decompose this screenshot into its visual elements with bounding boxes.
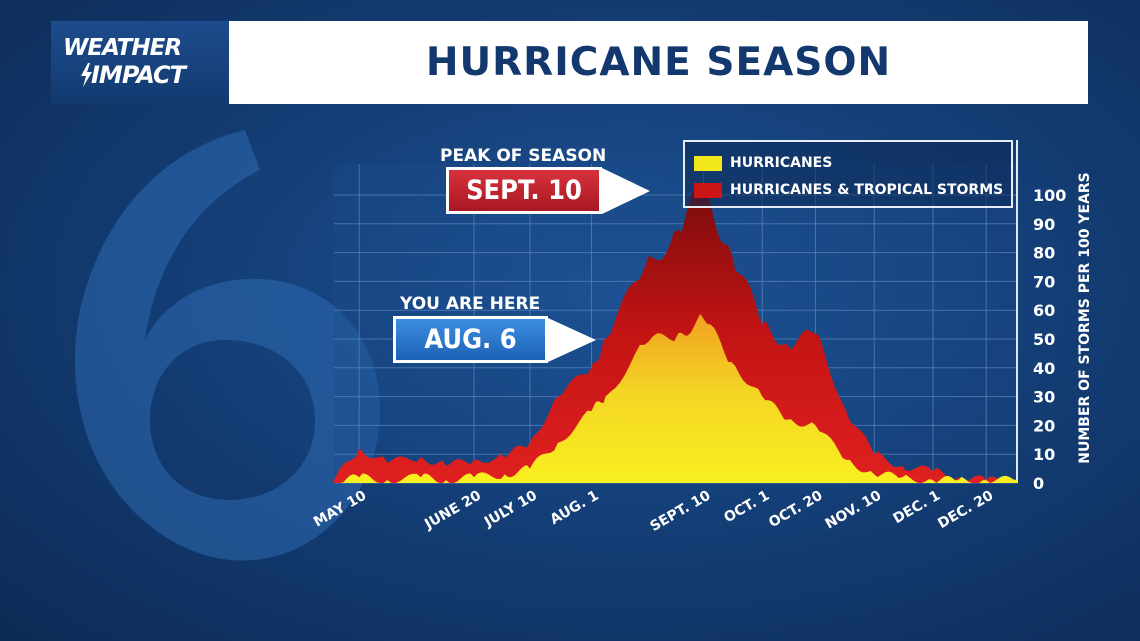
x-tick-label: SEPT. 10 — [647, 487, 713, 534]
legend-item-hurricanes-tropical-storms: HURRICANES & TROPICAL STORMS — [694, 182, 1003, 198]
y-tick-label: 40 — [1033, 359, 1055, 378]
peak-date: SEPT. 10 — [466, 175, 582, 206]
x-tick-label: OCT. 20 — [766, 487, 826, 531]
y-axis-label: NUMBER OF STORMS PER 100 YEARS — [1077, 172, 1093, 464]
current-arrow — [548, 318, 596, 362]
chart-areas — [334, 186, 1017, 483]
x-tick-label: JULY 10 — [481, 487, 540, 530]
legend-swatch-hurricanes — [694, 155, 722, 171]
area-hurricanes — [334, 313, 1017, 483]
y-tick-label: 30 — [1033, 388, 1055, 407]
x-tick-label: DEC. 1 — [891, 488, 944, 528]
y-tick-label: 100 — [1033, 186, 1066, 205]
logo-text-impact: IMPACT — [91, 61, 186, 89]
legend-label-hurricanes: HURRICANES — [730, 155, 833, 171]
y-tick-label: 80 — [1033, 244, 1055, 263]
x-tick-label: JUNE 20 — [421, 487, 484, 533]
legend-label-hurricanes-tropical-storms: HURRICANES & TROPICAL STORMS — [730, 182, 1004, 198]
area-hurricanes-and-tropical-storms — [334, 186, 1017, 483]
channel-6-watermark — [74, 130, 381, 561]
legend-item-hurricanes: HURRICANES — [694, 155, 832, 171]
logo-text-weather: WEATHER — [63, 35, 182, 61]
y-tick-label: 0 — [1033, 474, 1044, 493]
y-tick-label: 90 — [1033, 215, 1055, 234]
page-title: HURRICANE SEASON — [425, 40, 892, 85]
x-tick-label: DEC. 20 — [935, 487, 996, 532]
weather-impact-logo: WEATHER IMPACT — [51, 21, 229, 104]
x-tick-label: OCT. 1 — [721, 488, 772, 527]
peak-date-box: SEPT. 10 — [446, 167, 602, 214]
y-tick-label: 10 — [1033, 445, 1055, 464]
callout-arrows — [548, 168, 650, 362]
current-label: YOU ARE HERE — [400, 294, 541, 314]
x-tick-label: MAY 10 — [311, 487, 369, 530]
legend-swatch-hurricanes-tropical-storms — [694, 182, 722, 198]
lightning-bolt-icon — [81, 63, 92, 87]
current-date: AUG. 6 — [424, 324, 517, 355]
y-tick-label: 50 — [1033, 330, 1055, 349]
x-tick-label: NOV. 10 — [823, 487, 885, 532]
y-tick-label: 60 — [1033, 301, 1055, 320]
chart-legend: HURRICANES HURRICANES & TROPICAL STORMS — [683, 140, 1013, 208]
peak-arrow — [602, 168, 650, 214]
x-tick-label: AUG. 1 — [547, 488, 601, 528]
y-axis-ticks: 0 10 20 30 40 50 60 70 80 90 100 — [1033, 186, 1066, 493]
peak-label: PEAK OF SEASON — [440, 146, 607, 166]
y-tick-label: 70 — [1033, 272, 1055, 291]
title-bar: HURRICANE SEASON — [229, 21, 1088, 104]
current-date-box: AUG. 6 — [393, 316, 548, 363]
y-tick-label: 20 — [1033, 416, 1055, 435]
